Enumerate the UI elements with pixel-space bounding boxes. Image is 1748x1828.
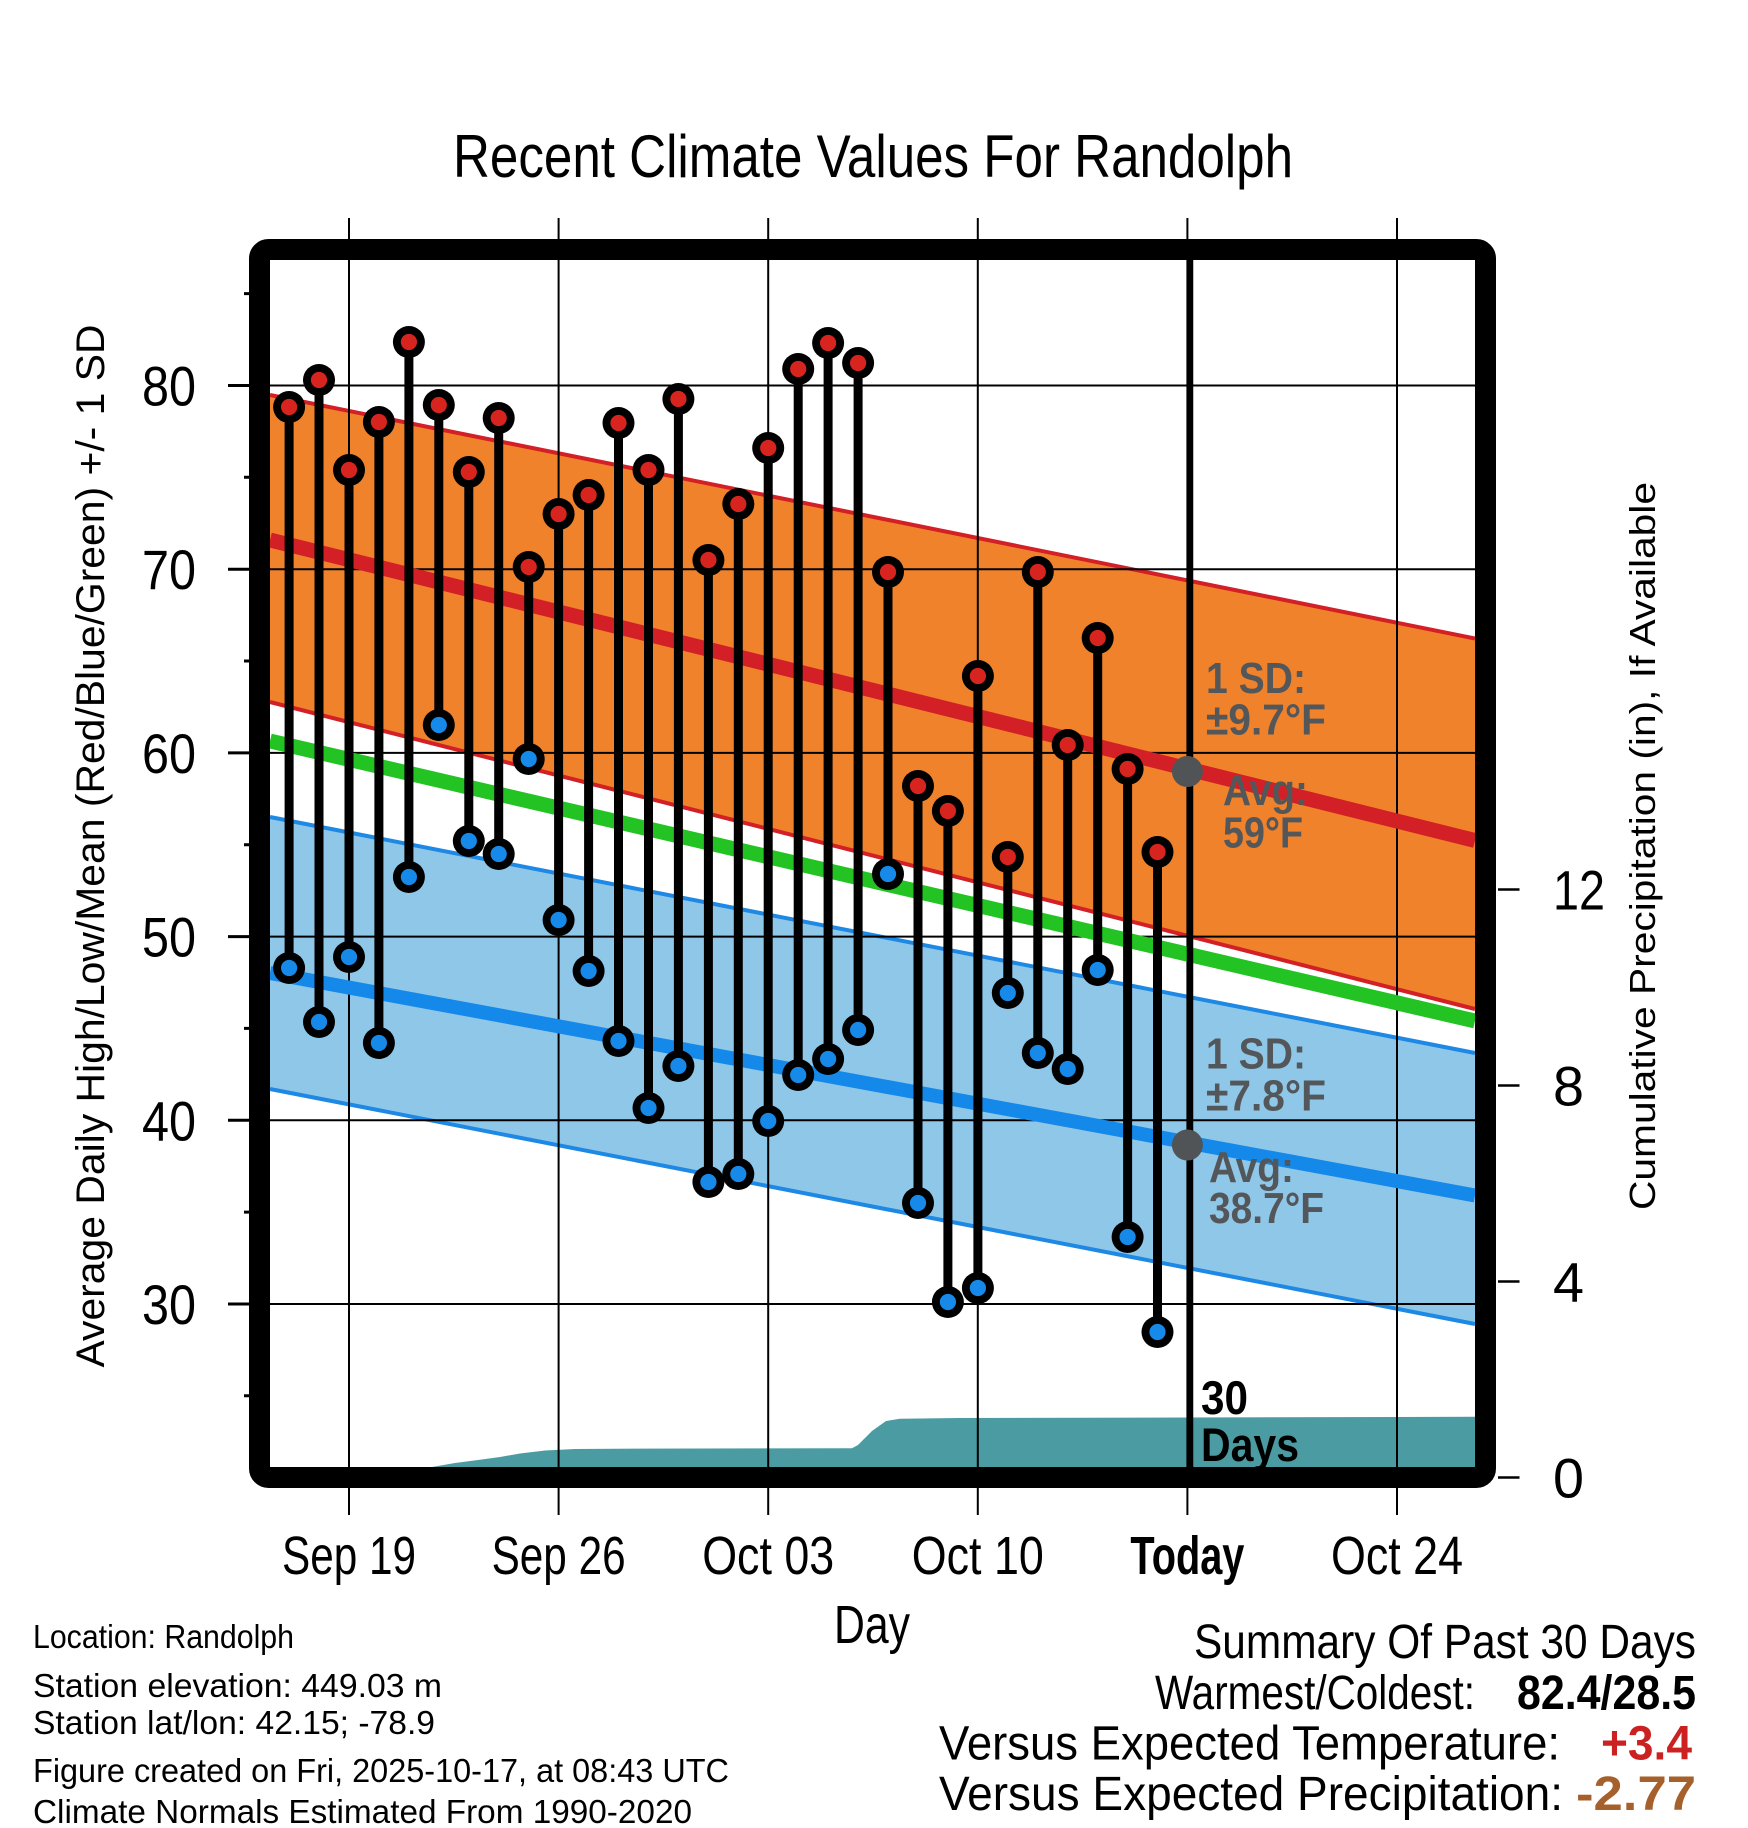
svg-text:4: 4 [1553,1251,1584,1314]
svg-text:Warmest/Coldest:: Warmest/Coldest: [1155,1667,1475,1720]
svg-text:30: 30 [1201,1371,1248,1424]
svg-text:60: 60 [142,722,196,785]
svg-text:38.7°F: 38.7°F [1209,1184,1324,1233]
svg-text:Station elevation: 449.03 m: Station elevation: 449.03 m [33,1667,442,1704]
svg-text:Sep 26: Sep 26 [492,1526,626,1586]
svg-text:Oct 24: Oct 24 [1331,1526,1463,1586]
svg-text:0: 0 [1553,1447,1584,1510]
svg-text:1 SD:: 1 SD: [1206,654,1306,703]
svg-text:+3.4: +3.4 [1601,1718,1692,1771]
svg-text:Avg:: Avg: [1209,1143,1294,1192]
svg-text:40: 40 [142,1089,196,1152]
svg-text:12: 12 [1553,859,1605,922]
svg-text:Location: Randolph: Location: Randolph [33,1618,294,1655]
svg-text:Cumulative Precipitation (in),: Cumulative Precipitation (in), If Availa… [1622,482,1663,1210]
svg-text:Day: Day [834,1595,910,1655]
svg-text:Recent Climate Values For Rand: Recent Climate Values For Randolph [453,123,1293,190]
svg-text:±9.7°F: ±9.7°F [1206,696,1326,745]
svg-text:-2.77: -2.77 [1576,1768,1696,1821]
svg-text:Summary Of Past 30 Days: Summary Of Past 30 Days [1194,1616,1696,1669]
svg-text:Climate Normals Estimated From: Climate Normals Estimated From 1990-2020 [33,1793,692,1828]
svg-text:Avg:: Avg: [1223,766,1308,815]
svg-text:Today: Today [1130,1526,1244,1586]
svg-text:Station lat/lon: 42.15; -78.9: Station lat/lon: 42.15; -78.9 [33,1704,435,1741]
svg-text:50: 50 [142,906,196,969]
svg-text:8: 8 [1553,1055,1584,1118]
svg-text:Figure created on Fri, 2025-10: Figure created on Fri, 2025-10-17, at 08… [33,1752,729,1789]
svg-text:Versus Expected Temperature:: Versus Expected Temperature: [939,1718,1560,1771]
svg-text:Sep 19: Sep 19 [282,1526,416,1586]
svg-text:82.4/28.5: 82.4/28.5 [1517,1667,1696,1720]
svg-text:80: 80 [142,355,196,418]
svg-text:Versus Expected Precipitation:: Versus Expected Precipitation: [939,1768,1563,1821]
svg-text:1 SD:: 1 SD: [1206,1030,1306,1079]
svg-text:±7.8°F: ±7.8°F [1206,1072,1326,1121]
svg-text:Average Daily High/Low/Mean (R: Average Daily High/Low/Mean (Red/Blue/Gr… [69,325,113,1368]
svg-text:30: 30 [142,1273,196,1336]
svg-text:Oct 03: Oct 03 [702,1526,834,1586]
svg-text:Oct 10: Oct 10 [912,1526,1044,1586]
svg-text:70: 70 [142,538,196,601]
svg-text:Days: Days [1201,1418,1299,1471]
svg-text:59°F: 59°F [1223,809,1303,858]
